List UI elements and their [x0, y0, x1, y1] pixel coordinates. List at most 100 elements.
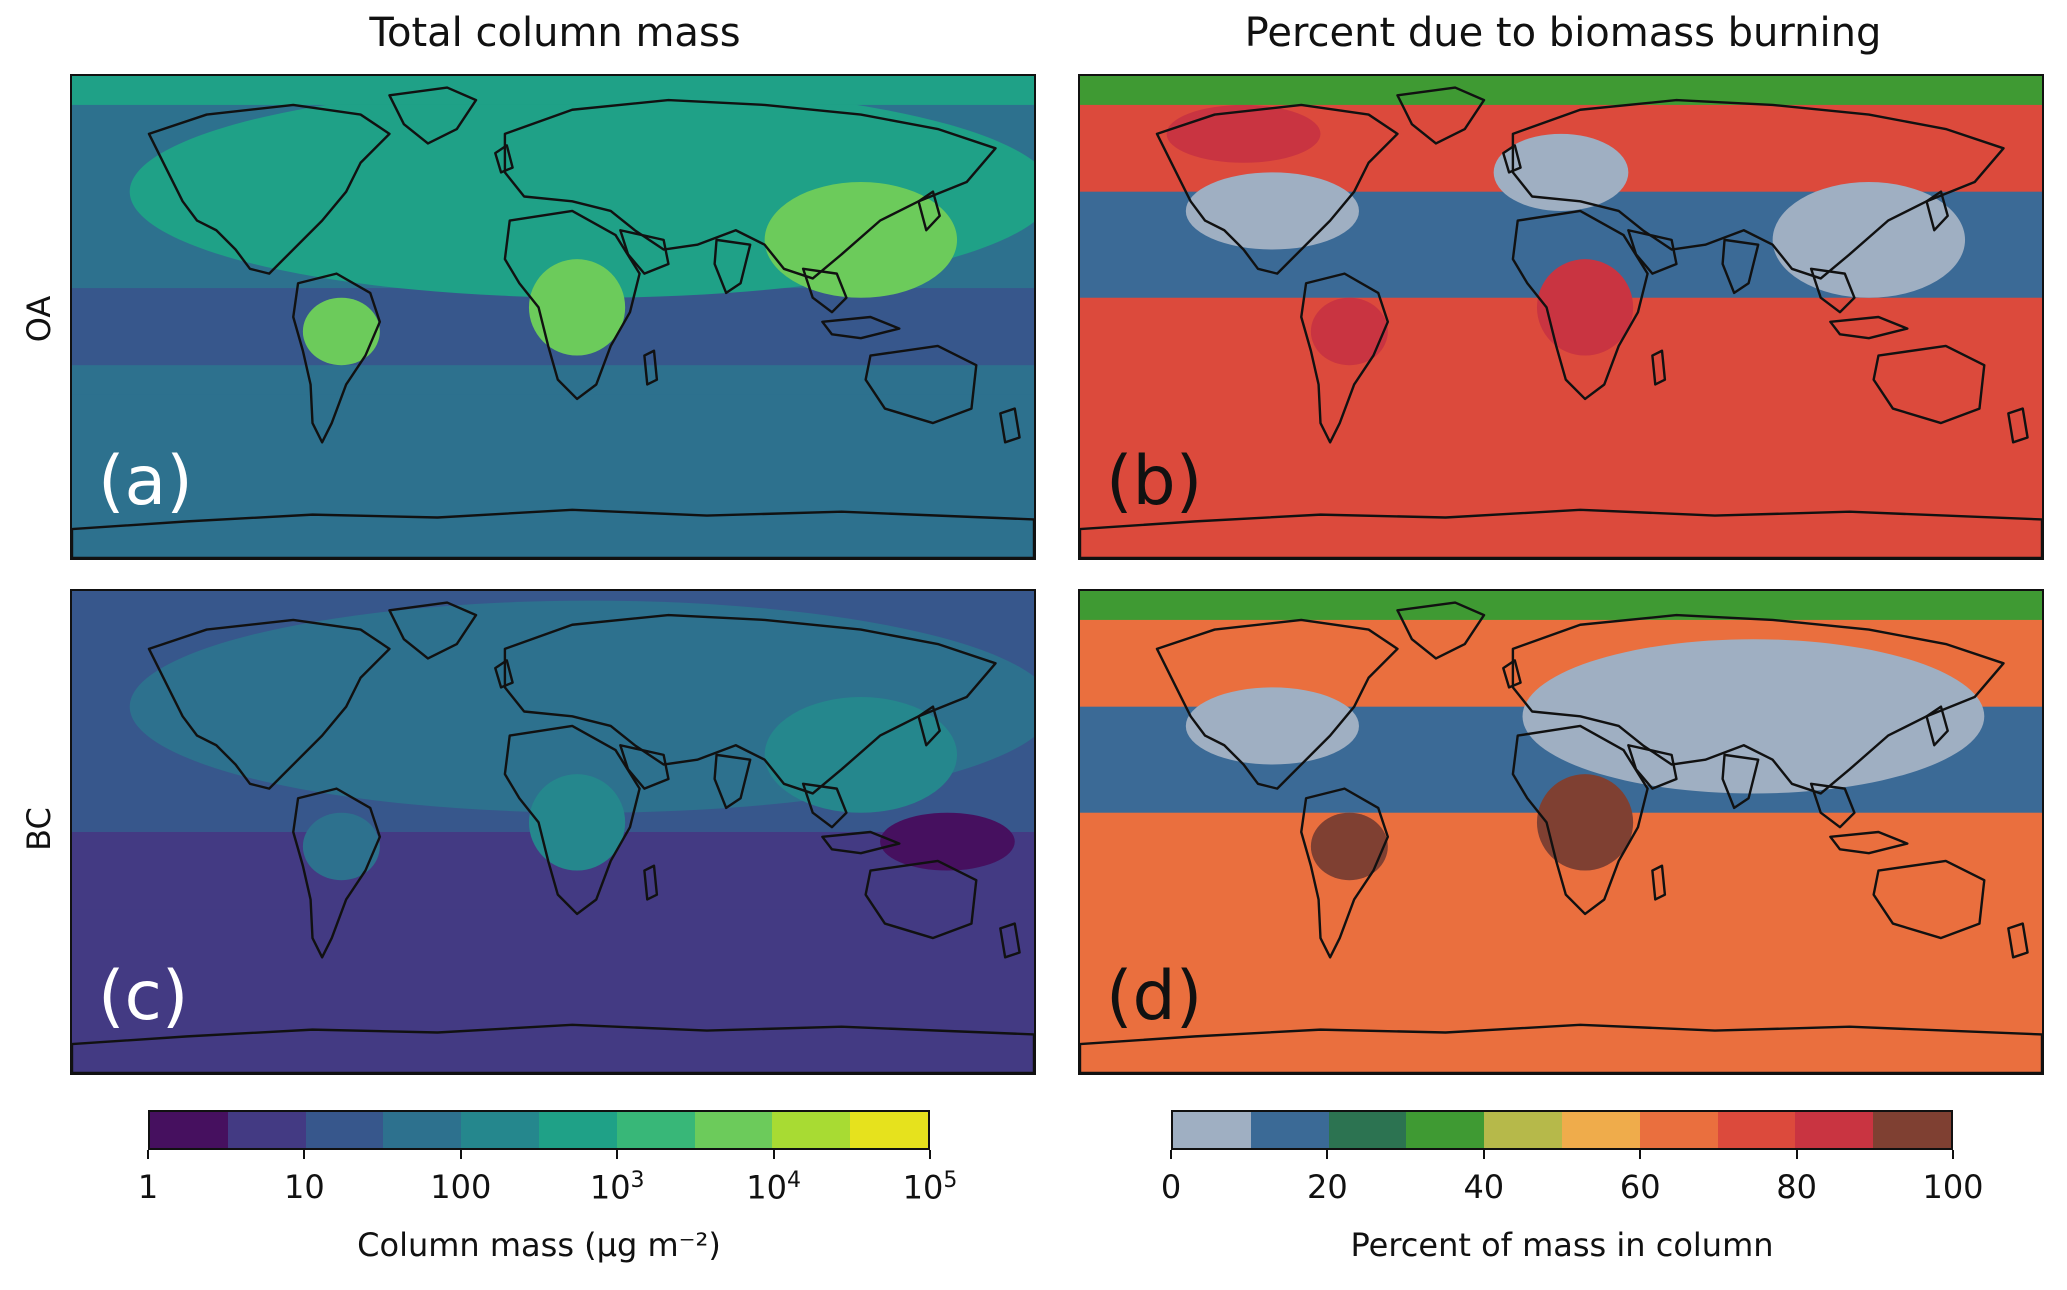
- column_mass-bin-7: [694, 1112, 773, 1148]
- percent-tick-2: [1482, 1150, 1485, 1159]
- column_mass-tick-5: [929, 1150, 931, 1159]
- coastline-outline: [999, 407, 1021, 444]
- coastline-outline: [1502, 659, 1522, 689]
- coastline-outline: [503, 613, 997, 795]
- coastline-outline: [1155, 103, 1399, 275]
- coastline-outline: [643, 349, 659, 386]
- column_mass-bin-5: [538, 1112, 617, 1148]
- region-southern-ocean: [72, 909, 1034, 1073]
- coastline-outline: [1627, 744, 1678, 790]
- coastline-outline: [1925, 705, 1949, 747]
- percent-bin-6: [1639, 1112, 1718, 1148]
- percent-bin-8: [1795, 1112, 1874, 1148]
- coastline-outline: [1651, 349, 1667, 386]
- coastline-outline: [72, 1023, 1034, 1073]
- coastline-outline: [292, 787, 382, 959]
- coastline-outline: [643, 864, 659, 901]
- coastline-outline: [1511, 724, 1649, 916]
- region-arctic: [1080, 76, 2042, 105]
- coastline-outline: [1829, 830, 1909, 855]
- coastline-outline: [821, 315, 901, 340]
- coastline-outline: [619, 744, 670, 790]
- coastline-outline: [1511, 98, 2005, 280]
- coastline-outline: [1627, 229, 1678, 275]
- row-label-bc: BC: [20, 807, 58, 851]
- coastline-outline: [494, 144, 514, 174]
- region-southern-ocean-and-antarctica: [72, 394, 1034, 558]
- coastline-outline: [801, 782, 848, 829]
- coastline-outline: [1809, 782, 1856, 829]
- percent-tick-label-3: 60: [1619, 1168, 1661, 1206]
- panel-letter-b: (b): [1106, 442, 1203, 521]
- coastline-outline: [147, 103, 391, 275]
- column_mass-tick-label-1: 10: [284, 1168, 325, 1206]
- coastline-outline: [1080, 1023, 2042, 1073]
- panel-a-oa-total-mass: (a): [70, 74, 1036, 560]
- coastline-outline: [713, 238, 752, 295]
- region-boreal-canada: [1166, 104, 1321, 163]
- coastline-outline: [864, 344, 978, 425]
- coastline-outline: [1080, 508, 2042, 558]
- coastline-outline: [1511, 613, 2005, 795]
- coastline-outline: [917, 190, 941, 232]
- column_mass-bin-8: [772, 1112, 851, 1148]
- percent-bin-9: [1873, 1112, 1951, 1148]
- panel-letter-c: (c): [98, 957, 189, 1036]
- coastline-outline: [2007, 407, 2029, 444]
- coastline-outline: [503, 724, 641, 916]
- percent-tick-3: [1639, 1150, 1642, 1159]
- column_mass-bin-1: [227, 1112, 306, 1148]
- coastline-outline: [388, 86, 478, 145]
- coastline-outline: [147, 618, 391, 790]
- percent-tick-label-0: 0: [1160, 1168, 1182, 1206]
- coastline-outline: [1651, 864, 1667, 901]
- region-eastern-usa: [1185, 687, 1359, 765]
- region-east-asia: [764, 182, 958, 298]
- coastline-outline: [801, 267, 848, 314]
- coastline-outline: [1502, 144, 1522, 174]
- panel-letter-a: (a): [98, 442, 193, 521]
- region-arctic: [1080, 591, 2042, 620]
- region-central-africa: [1536, 259, 1634, 356]
- column_mass-tick-label-4: 104: [746, 1168, 801, 1207]
- region-central-africa: [528, 259, 626, 356]
- map-a: [72, 76, 1034, 558]
- panel-letter-d: (d): [1106, 957, 1203, 1036]
- column_mass-tick-4: [772, 1150, 775, 1159]
- coastline-outline: [821, 830, 901, 855]
- coastline-outline: [1300, 272, 1390, 444]
- column_mass-tick-label-5: 105: [902, 1168, 958, 1207]
- coastline-outline: [1155, 618, 1399, 790]
- region-central-africa: [528, 774, 626, 871]
- coastline-outline: [917, 705, 941, 747]
- region-central-africa: [1536, 774, 1634, 871]
- coastline-outline: [388, 601, 478, 660]
- column-title-right: Percent due to biomass burning: [1244, 10, 1882, 56]
- coastline-outline: [713, 753, 752, 810]
- percent-tick-label-4: 80: [1776, 1168, 1817, 1206]
- percent-bin-7: [1717, 1112, 1796, 1148]
- coastline-outline: [2007, 922, 2029, 959]
- coastline-outline: [1511, 209, 1649, 401]
- column_mass-bin-0: [150, 1112, 228, 1148]
- coastline-outline: [1872, 344, 1986, 425]
- region-arctic: [72, 76, 1034, 105]
- region-east-asia: [764, 697, 958, 813]
- map-c: [72, 591, 1034, 1073]
- coastline-outline: [1396, 86, 1486, 145]
- column_mass-bin-9: [850, 1112, 928, 1148]
- coastline-outline: [1829, 315, 1909, 340]
- coastline-outline: [864, 859, 978, 940]
- percent-tick-label-5: 100: [1922, 1168, 1984, 1206]
- panel-b-oa-percent-biomass: (b): [1078, 74, 2044, 560]
- map-b: [1080, 76, 2042, 558]
- coastline-outline: [1396, 601, 1486, 660]
- column_mass-bin-6: [616, 1112, 695, 1148]
- percent-tick-0: [1170, 1150, 1172, 1159]
- coastline-outline: [503, 209, 641, 401]
- coastline-outline: [503, 98, 997, 280]
- percent-bin-1: [1250, 1112, 1329, 1148]
- percent-tick-1: [1326, 1150, 1329, 1159]
- column_mass-tick-label-0: 1: [137, 1168, 159, 1206]
- region-amazon: [1310, 297, 1388, 366]
